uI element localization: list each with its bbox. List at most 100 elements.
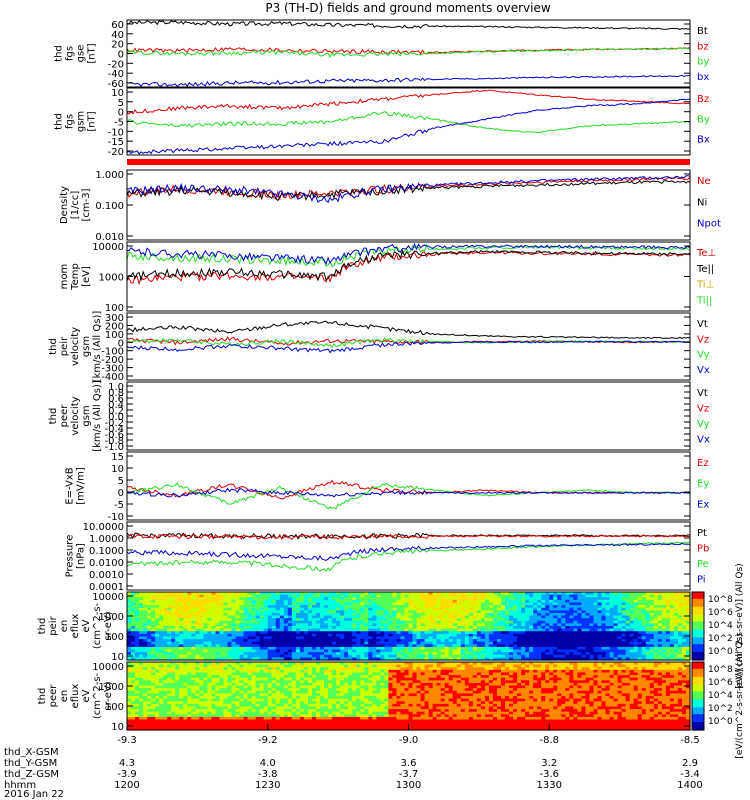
spectrogram-cell <box>553 623 558 627</box>
spectrogram-cell <box>565 592 570 596</box>
spectrogram-cell <box>601 612 607 617</box>
spectrogram-cell <box>585 652 591 656</box>
spectrogram-cell <box>500 620 506 624</box>
spectrogram-cell <box>211 722 217 726</box>
spectrogram-cell <box>521 618 526 622</box>
spectrogram-cell <box>243 599 249 604</box>
spectrogram-cell <box>657 592 663 596</box>
spectrogram-cell <box>637 597 643 601</box>
spectrogram-cell <box>517 626 522 630</box>
spectrogram-cell <box>167 654 172 658</box>
spectrogram-cell <box>163 649 168 653</box>
spectrogram-cell <box>287 605 293 609</box>
spectrogram-cell <box>340 626 345 630</box>
spectrogram-cell <box>352 636 357 640</box>
spectrogram-cell <box>151 641 156 645</box>
spectrogram-cell <box>549 652 554 656</box>
spectrogram-cell <box>649 602 655 606</box>
spectrogram-cell <box>669 610 675 614</box>
spectrogram-cell <box>525 610 530 614</box>
spectrogram-cell <box>408 618 414 622</box>
spectrogram-cell <box>283 649 289 653</box>
spectrogram-cell <box>344 607 349 611</box>
colorbar-cell <box>692 619 704 621</box>
y-tick-label: 0 <box>118 108 124 119</box>
spectrogram-cell <box>476 615 482 619</box>
spectrogram-cell <box>139 641 144 645</box>
legend-label-Ne: Ne <box>697 176 711 187</box>
spectrogram-cell <box>420 597 426 601</box>
spectrogram-cell <box>295 636 301 640</box>
spectrogram-cell <box>239 649 245 653</box>
spectrogram-cell <box>444 639 450 643</box>
spectrogram-cell <box>175 709 180 713</box>
spectrogram-cell <box>677 612 683 617</box>
spectrogram-cell <box>549 644 554 648</box>
spectrogram-cell <box>637 612 643 617</box>
spectrogram-cell <box>167 644 172 648</box>
spectrogram-cell <box>231 706 237 710</box>
spectrogram-cell <box>247 615 253 619</box>
spectrogram-cell <box>500 607 506 611</box>
spectrogram-cell <box>585 626 591 630</box>
spectrogram-cell <box>653 641 659 645</box>
spectrogram-cell <box>609 607 615 611</box>
spectrogram-cell <box>561 623 566 627</box>
spectrogram-cell <box>557 594 562 598</box>
spectrogram-cell <box>243 644 249 648</box>
spectrogram-cell <box>444 607 450 611</box>
spectrogram-cell <box>617 602 623 606</box>
spectrogram-cell <box>657 657 663 661</box>
spectrogram-cell <box>263 626 269 630</box>
spectrogram-cell <box>348 592 353 596</box>
spectrogram-cell <box>247 667 253 671</box>
spectrogram-cell <box>320 649 325 653</box>
spectrogram-cell <box>259 620 265 624</box>
y-axis-label: thd peer velocity gsm [km/s (All Qs)] <box>48 380 103 452</box>
spectrogram-cell <box>151 652 156 656</box>
spectrogram-cell <box>533 597 538 601</box>
spectrogram-cell <box>352 628 357 632</box>
spectrogram-cell <box>585 633 591 638</box>
spectrogram-cell <box>143 669 148 674</box>
spectrogram-cell <box>135 698 140 702</box>
spectrogram-cell <box>376 620 381 624</box>
spectrogram-cell <box>191 607 196 611</box>
spectrogram-cell <box>127 618 132 622</box>
spectrogram-cell <box>609 612 615 617</box>
spectrogram-cell <box>320 646 325 651</box>
spectrogram-cell <box>255 639 261 643</box>
spectrogram-cell <box>255 716 261 721</box>
spectrogram-cell <box>211 693 217 697</box>
spectrogram-cell <box>517 657 522 661</box>
spectrogram-cell <box>163 615 168 619</box>
spectrogram-cell <box>444 623 450 627</box>
spectrogram-cell <box>271 701 277 705</box>
spectrogram-cell <box>163 605 168 609</box>
spectrogram-cell <box>605 599 611 604</box>
spectrogram-cell <box>368 599 373 604</box>
spectrogram-cell <box>324 633 329 638</box>
spectrogram-cell <box>179 610 184 614</box>
spectrogram-cell <box>617 599 623 604</box>
spectrogram-cell <box>661 615 667 619</box>
spectrogram-cell <box>243 639 249 643</box>
spectrogram-cell <box>211 688 217 692</box>
spectrogram-cell <box>549 623 554 627</box>
spectrogram-cell <box>167 675 172 679</box>
spectrogram-cell <box>448 618 454 622</box>
spectrogram-cell <box>179 615 184 619</box>
series-line-bz <box>126 46 691 55</box>
spectrogram-cell <box>271 599 277 604</box>
spectrogram-cell <box>589 597 595 601</box>
spectrogram-cell <box>135 667 140 671</box>
spectrogram-cell <box>613 644 619 648</box>
spectrogram-cell <box>299 654 305 658</box>
spectrogram-cell <box>464 652 470 656</box>
spectrogram-cell <box>275 623 281 627</box>
spectrogram-cell <box>456 631 462 635</box>
spectrogram-cell <box>251 612 257 617</box>
spectrogram-cell <box>460 602 466 606</box>
spectrogram-cell <box>147 657 152 661</box>
spectrogram-cell <box>585 646 591 651</box>
